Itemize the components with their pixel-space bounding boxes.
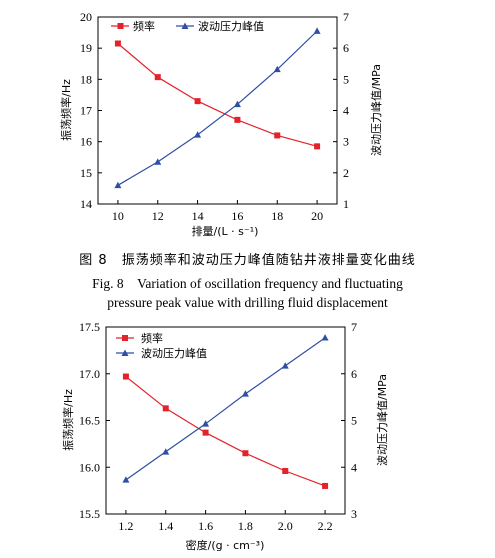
y-tick-label: 20: [80, 10, 92, 24]
legend-triangle-marker-icon: [121, 349, 129, 356]
legend-square-marker-icon: [117, 23, 124, 29]
y-tick-label: 16.0: [79, 460, 100, 474]
legend-pressure-label: 波动压力峰值: [198, 20, 264, 33]
x-tick-label: 1.4: [158, 519, 173, 533]
data-point-pressure: [233, 100, 241, 108]
x-tick-label: 1.6: [198, 519, 213, 533]
y2-tick-label: 4: [343, 104, 349, 118]
x-tick-label: 14: [192, 209, 204, 223]
figure-8-caption-en-line2: pressure peak value with drilling fluid …: [107, 295, 388, 310]
figure-8-caption-en-line1: Fig. 8 Variation of oscillation frequenc…: [92, 276, 403, 291]
y-tick-label: 17.5: [79, 320, 100, 334]
legend-pressure-label: 波动压力峰值: [141, 347, 207, 360]
legend-square-marker-icon: [122, 335, 128, 341]
data-point-pressure: [202, 420, 210, 427]
data-point-frequency: [274, 132, 281, 139]
y2-tick-label: 3: [351, 507, 357, 521]
data-point-frequency: [322, 482, 329, 489]
legend-triangle-marker-icon: [181, 22, 189, 29]
data-point-frequency: [242, 450, 249, 457]
data-point-pressure: [122, 476, 130, 483]
y-tick-label: 19: [80, 41, 92, 55]
data-point-frequency: [154, 74, 161, 81]
figure-8-caption-cn: 图 8 振荡频率和波动压力峰值随钻井液排量变化曲线: [79, 253, 416, 268]
legend: 频率 波动压力峰值: [111, 19, 264, 33]
chart-frequency-vs-density: 1.2 1.4 1.6 1.8 2.0 2.2 15.5 16.0 16.5 17.0 17.5 3 4…: [61, 320, 389, 552]
data-point-pressure: [273, 65, 281, 73]
y2-tick-label: 7: [351, 320, 357, 334]
data-point-pressure: [194, 131, 202, 138]
data-point-frequency: [234, 116, 241, 123]
data-point-frequency: [314, 143, 321, 150]
x-tick-label: 16: [231, 209, 243, 223]
y2-tick-label: 6: [343, 41, 349, 55]
legend-frequency-label: 频率: [133, 19, 155, 33]
series-line-pressure: [125, 337, 326, 481]
y2-tick-label: 5: [343, 72, 349, 86]
y-tick-label: 15.5: [79, 507, 100, 521]
y2-axis-title: 波动压力峰值/MPa: [376, 374, 389, 466]
legend-frequency-label: 频率: [141, 331, 163, 345]
y2-tick-label: 3: [343, 135, 349, 149]
y-tick-label: 15: [80, 166, 92, 180]
x-axis-title: 密度/(g · cm⁻³): [186, 538, 265, 552]
data-point-pressure: [114, 181, 122, 189]
data-point-frequency: [114, 40, 121, 47]
y-axis-title: 振荡频率/Hz: [59, 79, 73, 141]
x-tick-label: 1.8: [238, 519, 253, 533]
data-point-frequency: [122, 373, 129, 380]
data-point-frequency: [282, 467, 289, 474]
x-tick-label: 18: [271, 209, 283, 223]
x-tick-label: 12: [152, 209, 164, 223]
y-tick-label: 17.0: [79, 367, 100, 381]
series-line-frequency: [125, 376, 326, 487]
x-tick-label: 10: [112, 209, 124, 223]
data-point-frequency: [162, 405, 169, 412]
data-point-frequency: [202, 429, 209, 436]
y2-tick-label: 7: [343, 10, 349, 24]
data-point-pressure: [313, 27, 321, 34]
data-point-pressure: [162, 448, 170, 455]
y2-tick-label: 5: [351, 414, 357, 428]
x-tick-label: 2.2: [318, 519, 333, 533]
y-tick-label: 18: [80, 72, 92, 86]
y2-tick-label: 2: [343, 166, 349, 180]
y-tick-label: 16: [80, 135, 92, 149]
y-tick-label: 17: [80, 104, 92, 118]
y2-tick-label: 1: [343, 197, 349, 211]
y2-tick-label: 4: [351, 460, 357, 474]
data-point-frequency: [194, 98, 201, 105]
y-tick-label: 14: [80, 197, 92, 211]
x-tick-label: 1.2: [118, 519, 133, 533]
y-tick-label: 16.5: [79, 414, 100, 428]
data-point-pressure: [321, 334, 329, 341]
data-point-pressure: [281, 362, 289, 369]
series-line-frequency: [117, 43, 318, 147]
y2-tick-label: 6: [351, 367, 357, 381]
y2-axis-title: 波动压力峰值/MPa: [370, 64, 383, 156]
data-point-pressure: [154, 158, 162, 165]
x-axis-title: 排量/(L · s⁻¹): [192, 224, 259, 238]
legend: 频率 波动压力峰值: [116, 331, 207, 360]
x-tick-label: 20: [311, 209, 323, 223]
data-point-pressure: [241, 390, 249, 397]
x-tick-label: 2.0: [278, 519, 293, 533]
series-line-pressure: [117, 30, 318, 186]
y-axis-title: 振荡频率/Hz: [61, 389, 75, 451]
